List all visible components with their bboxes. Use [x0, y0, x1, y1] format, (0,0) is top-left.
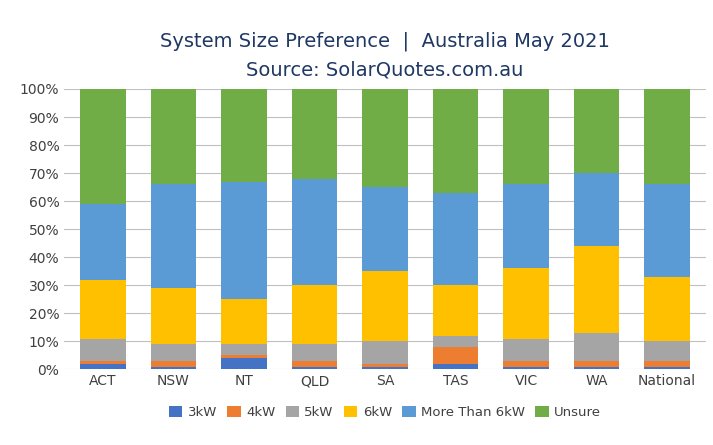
Bar	[362, 367, 408, 369]
Bar	[292, 367, 337, 369]
Bar	[80, 279, 126, 339]
Bar	[221, 358, 267, 369]
Bar	[433, 364, 478, 369]
Bar	[362, 89, 408, 187]
Bar	[503, 89, 549, 184]
Bar	[80, 339, 126, 361]
Bar	[574, 173, 620, 246]
Bar	[503, 184, 549, 268]
Bar	[292, 179, 337, 285]
Bar	[503, 361, 549, 367]
Bar	[362, 187, 408, 271]
Title: System Size Preference  |  Australia May 2021
Source: SolarQuotes.com.au: System Size Preference | Australia May 2…	[160, 32, 610, 79]
Bar	[150, 184, 196, 288]
Bar	[433, 285, 478, 336]
Bar	[433, 336, 478, 347]
Bar	[574, 367, 620, 369]
Bar	[150, 344, 196, 361]
Bar	[644, 277, 690, 341]
Bar	[574, 246, 620, 333]
Bar	[150, 288, 196, 344]
Bar	[80, 364, 126, 369]
Bar	[433, 193, 478, 285]
Bar	[221, 182, 267, 299]
Bar	[362, 341, 408, 364]
Bar	[503, 367, 549, 369]
Bar	[221, 355, 267, 358]
Bar	[362, 364, 408, 367]
Bar	[80, 361, 126, 364]
Bar	[292, 89, 337, 179]
Bar	[574, 333, 620, 361]
Bar	[574, 361, 620, 367]
Bar	[150, 367, 196, 369]
Bar	[644, 341, 690, 361]
Bar	[292, 361, 337, 367]
Bar	[644, 367, 690, 369]
Bar	[150, 89, 196, 184]
Bar	[644, 184, 690, 277]
Bar	[150, 361, 196, 367]
Bar	[80, 89, 126, 204]
Bar	[80, 204, 126, 279]
Bar	[433, 347, 478, 364]
Bar	[292, 344, 337, 361]
Bar	[644, 89, 690, 184]
Bar	[503, 268, 549, 339]
Bar	[433, 89, 478, 193]
Legend: 3kW, 4kW, 5kW, 6kW, More Than 6kW, Unsure: 3kW, 4kW, 5kW, 6kW, More Than 6kW, Unsur…	[164, 401, 606, 425]
Bar	[292, 285, 337, 344]
Bar	[221, 299, 267, 344]
Bar	[221, 344, 267, 355]
Bar	[362, 271, 408, 341]
Bar	[644, 361, 690, 367]
Bar	[221, 89, 267, 182]
Bar	[503, 339, 549, 361]
Bar	[574, 89, 620, 173]
